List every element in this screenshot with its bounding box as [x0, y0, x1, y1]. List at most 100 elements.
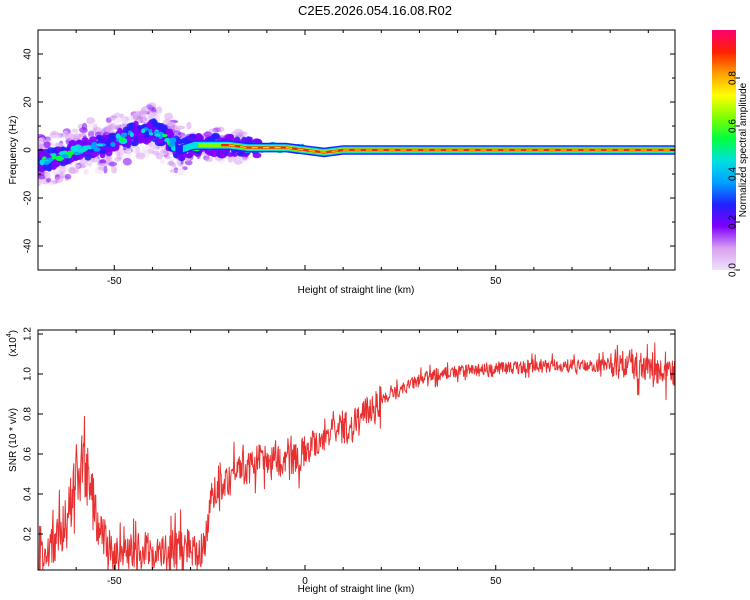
spectrogram-cell: [177, 167, 185, 176]
spectrogram-cell: [114, 156, 122, 162]
spectrogram-cell: [168, 142, 176, 147]
spectrogram-y-tick-label: 40: [23, 48, 34, 60]
spectrogram-cell: [73, 133, 81, 139]
spectrogram-cell: [203, 131, 213, 138]
spectrogram-cell: [204, 157, 213, 163]
spectrogram-cell: [98, 166, 105, 171]
spectrogram-cell: [82, 145, 89, 151]
spectrogram-ridge-texture: [308, 149, 315, 152]
spectrogram-cell: [234, 128, 243, 135]
spectrogram-cell: [96, 143, 104, 147]
spectrogram-cell: [218, 126, 225, 132]
spectrogram-cell: [120, 132, 128, 138]
spectrogram-ridge-texture: [331, 150, 338, 153]
spectrogram-cell: [148, 132, 154, 136]
spectrogram-cell: [169, 169, 178, 173]
spectrogram-ridge-texture: [228, 144, 235, 147]
spectrogram-cell: [154, 146, 164, 151]
spectrogram-cell: [105, 147, 114, 153]
spectrogram-cell: [239, 157, 248, 163]
snr-y-tick-label: 1.2: [23, 327, 34, 341]
spectrogram-cell: [141, 145, 151, 151]
spectrogram-cell: [226, 152, 235, 157]
spectrogram-cell: [109, 135, 116, 141]
spectrogram-cell: [38, 141, 42, 148]
spectrogram-cell: [46, 177, 52, 183]
spectrogram-cell: [164, 155, 171, 160]
spectrogram-cell: [61, 154, 69, 159]
spectrogram-cell: [76, 148, 85, 153]
spectrogram-cell: [71, 147, 79, 153]
spectrogram-cell: [167, 161, 175, 166]
spectrogram-cell: [126, 148, 132, 153]
spectrogram-cell: [78, 163, 86, 169]
spectrogram-cell: [86, 117, 96, 124]
spectrogram-cell: [149, 111, 157, 116]
snr-multiplier-close: ): [8, 330, 19, 333]
spectrogram-cell: [156, 137, 164, 145]
spectrogram-cell: [78, 159, 88, 165]
spectrogram-cell: [43, 141, 51, 149]
spectrogram-cell: [141, 128, 146, 134]
snr-x-tick-label: 0: [302, 576, 308, 587]
spectrogram-cell: [111, 166, 118, 174]
spectrogram-cell: [84, 169, 90, 174]
spectrogram-cell: [103, 165, 108, 174]
spectrogram-cell: [195, 133, 201, 140]
snr-x-label: Height of straight line (km): [298, 584, 415, 595]
spectrogram-cell: [50, 162, 58, 170]
spectrogram-cell: [237, 151, 246, 157]
spectrogram-cell: [45, 137, 52, 142]
spectrogram-cell: [42, 165, 52, 171]
spectrogram-y-tick-label: -20: [23, 190, 34, 205]
spectrogram-cell: [39, 149, 46, 157]
spectrogram-cell: [164, 137, 171, 143]
spectrogram-cell: [99, 159, 107, 164]
spectrogram-cell: [137, 125, 143, 131]
spectrogram-cell: [225, 134, 233, 142]
spectrogram-cell: [154, 133, 161, 137]
spectrogram-cell: [145, 121, 154, 128]
spectrogram-cell: [51, 171, 61, 175]
spectrogram-cell: [90, 144, 96, 149]
spectrogram-cell: [115, 133, 121, 140]
spectrogram-cell: [129, 132, 134, 138]
spectrogram-cell: [88, 126, 94, 132]
snr-multiplier-exp: 4: [6, 333, 13, 337]
snr-panel: -50 0 50 0.2 0.4 0.6 0.8 1.0 1.2 Height of strai…: [6, 327, 676, 595]
snr-y-label: SNR (10 * v/v): [8, 408, 19, 472]
spectrogram-cell: [110, 142, 116, 148]
spectrogram-cell: [66, 150, 75, 156]
spectrogram-cell: [65, 133, 75, 141]
spectrogram-ridge-texture: [240, 146, 247, 149]
spectrogram-cell: [189, 134, 198, 139]
spectrogram-cell: [135, 152, 146, 160]
spectrogram-cell: [135, 130, 142, 137]
spectrogram-cell: [108, 161, 118, 167]
spectrogram-cell: [52, 134, 61, 139]
spectrogram-cell: [96, 134, 102, 140]
spectrogram-cell: [48, 180, 58, 186]
spectrogram-cell: [155, 152, 164, 160]
spectrogram-cell: [186, 121, 192, 130]
spectrogram-panel: -50 50 -40 -20 0 20 40 Height of straight line…: [8, 29, 676, 296]
spectrogram-cell: [148, 129, 153, 134]
spectrogram-cell: [55, 176, 64, 183]
spectrogram-cell: [252, 152, 262, 159]
spectrogram-y-tick-label: 20: [23, 96, 34, 108]
spectrogram-cell: [184, 159, 193, 166]
colorbar-tick-label: 0.2: [728, 215, 739, 229]
spectrogram-y-label: Frequency (Hz): [8, 116, 19, 185]
spectrogram-cell: [132, 147, 140, 155]
spectrogram-cell: [142, 137, 150, 145]
spectrogram-cell: [185, 153, 193, 158]
spectrogram-y-tick-label: 0: [23, 147, 34, 153]
spectrogram-cell: [173, 153, 179, 158]
spectrogram-cell: [51, 155, 56, 160]
snr-y-tick-label: 1.0: [23, 367, 34, 381]
snr-y-tick-label: 0.2: [23, 527, 34, 541]
chart-title: C2E5.2026.054.16.08.R02: [298, 3, 452, 18]
spectrogram-cell: [121, 115, 126, 124]
snr-y-tick-label: 0.8: [23, 407, 34, 421]
svg-text:(x104): (x104): [6, 330, 19, 357]
